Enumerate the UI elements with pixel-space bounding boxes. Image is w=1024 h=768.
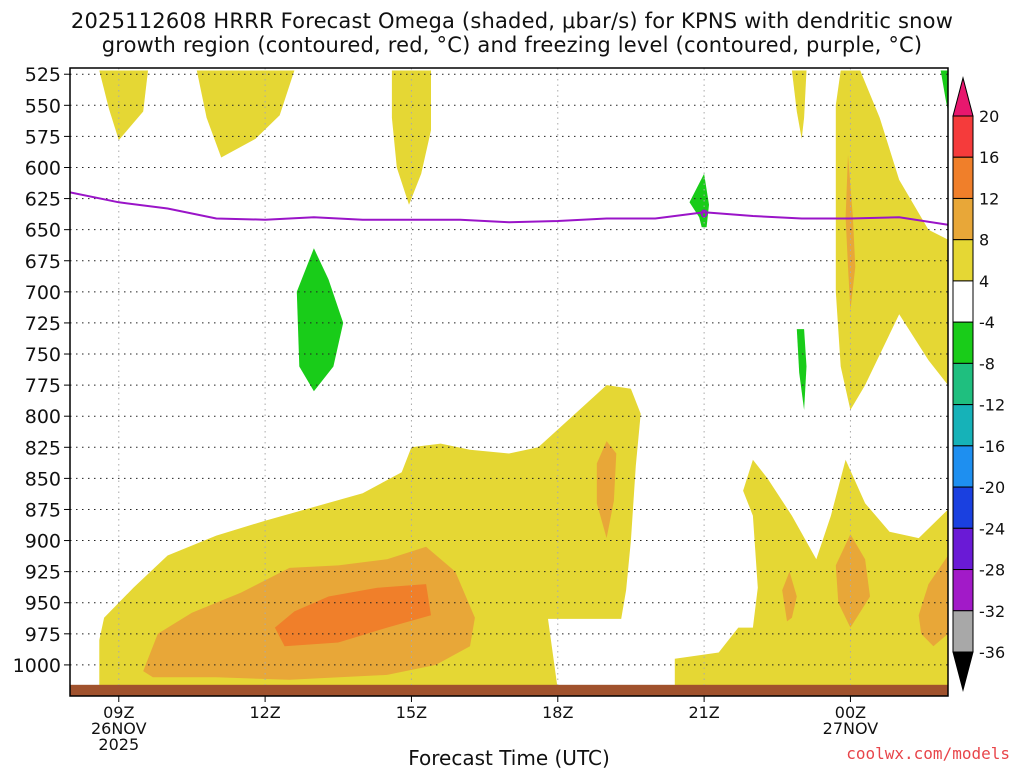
colorbar-label-9: -20 [979, 478, 1005, 497]
ytick-label-750: 750 [25, 344, 61, 366]
xtick-label-00Z-1: 27NOV [823, 719, 879, 738]
colorbar-box-12 [952, 610, 974, 653]
omega-4-8-lower-right [674, 459, 948, 690]
colorbar-box-6 [952, 362, 974, 406]
colorbar-box-11 [952, 569, 974, 612]
colorbar-label-10: -24 [979, 519, 1005, 538]
omega-4-8-12z-top [196, 70, 295, 158]
omega-neg-4-8-21z [689, 173, 709, 228]
colorbar-label-13: -36 [979, 643, 1005, 662]
ytick-label-1000: 1000 [13, 655, 61, 677]
plot-frame [69, 67, 949, 697]
colorbar-bottom-arrow [952, 651, 974, 692]
omega-8-12-22z [782, 571, 797, 622]
ytick-label-900: 900 [25, 531, 61, 553]
omega-12-16-core [274, 584, 431, 647]
ytick-label-725: 725 [25, 313, 61, 335]
ytick-label-875: 875 [25, 499, 61, 521]
xtick-label-21Z-0: 21Z [688, 703, 719, 722]
plot-area: 0 [70, 68, 948, 696]
ytick-label-575: 575 [25, 126, 61, 148]
colorbar-box-10 [952, 527, 974, 571]
omega-neg-4-8-23z [796, 329, 807, 410]
freezing-level-label: 0 [700, 207, 708, 220]
colorbar-box-2 [952, 197, 974, 241]
ytick-label-550: 550 [25, 95, 61, 117]
ytick-label-975: 975 [25, 624, 61, 646]
ytick-label-800: 800 [25, 406, 61, 428]
colorbar-box-9 [952, 486, 974, 529]
colorbar-label-11: -28 [979, 561, 1005, 580]
colorbar-label-6: -8 [979, 354, 995, 373]
ytick-label-825: 825 [25, 437, 61, 459]
omega-4-8-23z-top [791, 70, 807, 139]
colorbar-box-8 [952, 445, 974, 488]
colorbar-top-arrow [952, 76, 974, 117]
xtick-label-00Z-0: 00Z [835, 703, 866, 722]
colorbar-box-4 [952, 280, 974, 323]
xtick-label-12Z-0: 12Z [249, 703, 280, 722]
colorbar-label-0: 20 [979, 107, 999, 126]
x-axis-title: Forecast Time (UTC) [408, 746, 610, 768]
xtick-label-18Z-0: 18Z [542, 703, 573, 722]
xtick-label-09Z-2: 2025 [98, 735, 139, 754]
colorbar-label-8: -16 [979, 437, 1005, 456]
omega-8-12-right-low [918, 555, 948, 647]
ytick-label-775: 775 [25, 375, 61, 397]
ytick-label-925: 925 [25, 562, 61, 584]
colorbar-box-5 [952, 321, 974, 364]
colorbar-label-2: 12 [979, 189, 999, 208]
ground-strip [70, 684, 948, 696]
ytick-label-600: 600 [25, 157, 61, 179]
colorbar-box-1 [952, 156, 974, 199]
colorbar-label-4: 4 [979, 272, 989, 291]
colorbar-label-7: -12 [979, 396, 1005, 415]
ytick-label-700: 700 [25, 282, 61, 304]
colorbar-label-1: 16 [979, 148, 999, 167]
omega-4-8-left-top [99, 70, 148, 141]
omega-4-8-00z [835, 70, 948, 410]
xtick-label-09Z-1: 26NOV [91, 719, 147, 738]
freezing-level-line [70, 191, 948, 226]
ytick-label-525: 525 [25, 64, 61, 86]
ytick-label-950: 950 [25, 593, 61, 615]
omega-8-12-00z-low [835, 534, 870, 628]
omega-neg-4-8-top-right [940, 70, 948, 112]
ytick-label-650: 650 [25, 220, 61, 242]
xtick-label-15Z-0: 15Z [396, 703, 427, 722]
ytick-label-625: 625 [25, 189, 61, 211]
colorbar-box-7 [952, 404, 974, 447]
colorbar-label-3: 8 [979, 231, 989, 250]
chart-title-line2: growth region (contoured, red, °C) and f… [101, 33, 923, 57]
omega-neg-4-8-13z [296, 248, 344, 392]
omega-8-12-00z [845, 155, 856, 311]
colorbar-box-3 [952, 239, 974, 282]
credit-text[interactable]: coolwx.com/models [846, 744, 1010, 763]
xtick-label-09Z-0: 09Z [103, 703, 134, 722]
omega-8-12-19z [596, 441, 617, 539]
chart-title-line1: 2025112608 HRRR Forecast Omega (shaded, … [70, 9, 954, 33]
colorbar-label-5: -4 [979, 313, 995, 332]
omega-4-8-15z-top [391, 70, 431, 205]
colorbar-box-0 [952, 115, 974, 158]
ytick-label-675: 675 [25, 251, 61, 273]
colorbar-label-12: -32 [979, 602, 1005, 621]
ytick-label-850: 850 [25, 468, 61, 490]
